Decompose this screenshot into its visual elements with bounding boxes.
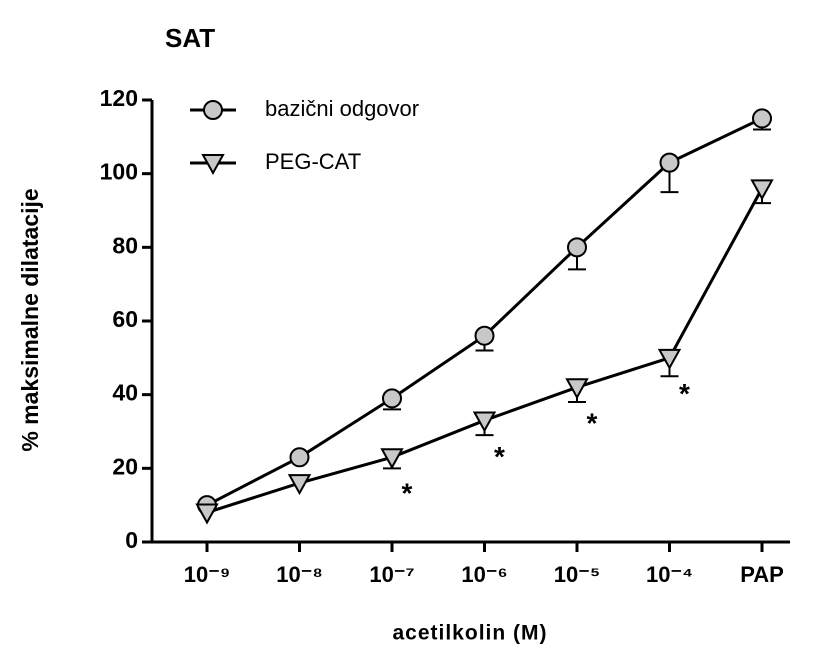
data-point bbox=[287, 474, 312, 496]
y-tick-label: 0 bbox=[125, 527, 138, 553]
series-line bbox=[206, 117, 763, 507]
y-axis-label: % maksimalne dilatacije bbox=[17, 188, 43, 451]
y-tick-label: 120 bbox=[100, 85, 138, 111]
legend-marker bbox=[201, 154, 225, 176]
y-tick-label: 100 bbox=[100, 159, 138, 185]
x-tick-label: 10⁻⁹ bbox=[184, 562, 231, 587]
x-tick-label: 10⁻⁵ bbox=[554, 562, 600, 587]
data-point bbox=[289, 447, 310, 468]
annotation: * bbox=[587, 408, 598, 439]
data-point bbox=[752, 108, 772, 129]
legend-label: PEG-CAT bbox=[265, 149, 361, 174]
y-tick-label: 60 bbox=[112, 306, 138, 332]
data-point bbox=[474, 325, 495, 346]
data-point bbox=[195, 503, 219, 525]
x-tick-label: 10⁻⁶ bbox=[461, 562, 507, 587]
legend-marker bbox=[203, 100, 223, 120]
x-tick-label: 10⁻⁸ bbox=[276, 562, 322, 587]
x-tick-label: 10⁻⁷ bbox=[369, 562, 414, 587]
annotation: * bbox=[679, 378, 690, 409]
data-point bbox=[472, 411, 497, 433]
annotation: * bbox=[402, 478, 413, 509]
data-point bbox=[380, 448, 404, 470]
data-point bbox=[565, 378, 589, 400]
data-point bbox=[382, 388, 402, 409]
data-point bbox=[750, 179, 774, 201]
data-point bbox=[657, 348, 682, 370]
data-point bbox=[567, 237, 587, 258]
y-tick-label: 80 bbox=[112, 232, 138, 258]
legend-label: bazični odgovor bbox=[265, 96, 419, 121]
y-tick-label: 20 bbox=[112, 453, 138, 479]
x-tick-label: 10⁻⁴ bbox=[646, 562, 693, 587]
x-axis-label: acetilkolin (M) bbox=[392, 622, 547, 645]
y-tick-label: 40 bbox=[112, 380, 138, 406]
annotation: * bbox=[494, 441, 505, 472]
data-point bbox=[659, 152, 680, 173]
x-tick-label: PAP bbox=[740, 562, 784, 587]
chart-title: SAT bbox=[165, 23, 215, 53]
